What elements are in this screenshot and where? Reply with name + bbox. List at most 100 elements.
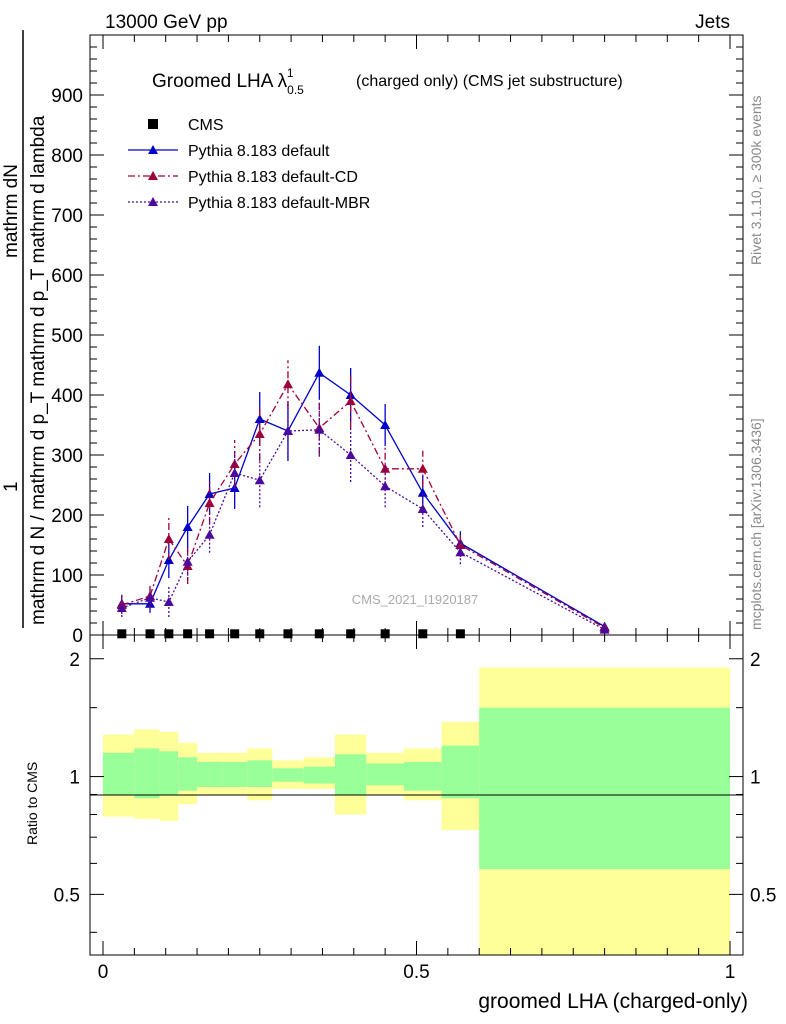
y-tick-label: 100	[51, 566, 83, 587]
legend-label: Pythia 8.183 default-CD	[188, 169, 358, 186]
ratio-y-tick-label: 1	[69, 768, 80, 789]
cms-point	[230, 629, 240, 639]
ratio-green-band	[134, 748, 160, 799]
cms-point	[380, 629, 390, 639]
title-sup: 1	[287, 66, 294, 80]
ratio-green-band	[334, 754, 367, 795]
ratio-green-band	[366, 763, 404, 786]
ratio-green-band	[479, 707, 730, 870]
legend-label: CMS	[188, 117, 224, 134]
series-point	[314, 367, 325, 377]
ylabel-top: mathrm dN	[1, 164, 22, 258]
ratio-y-tick-label: 0.5	[54, 885, 80, 906]
series-point	[417, 487, 428, 497]
mcplots-label: mcplots.cern.ch [arXiv:1306.3436]	[748, 418, 764, 630]
series-point	[455, 547, 466, 557]
cms-point	[283, 629, 293, 639]
y-tick-label: 300	[51, 446, 83, 467]
legend-marker	[148, 119, 158, 129]
series-point	[345, 450, 356, 459]
series-line	[121, 429, 605, 631]
legend-marker	[148, 197, 158, 206]
cms-point	[183, 629, 193, 639]
ratio-y-label: Ratio to CMS	[24, 762, 40, 845]
ratio-y-tick-label-right: 2	[750, 650, 761, 671]
ratio-ticks: 0.5 0.5 1 1 2 2 0 0.5 1	[54, 635, 776, 983]
legend-item: CMS	[148, 117, 224, 134]
x-tick-label: 0.5	[403, 962, 429, 983]
title-main: Groomed LHA λ	[152, 71, 288, 92]
series-point	[182, 556, 193, 566]
ratio-y-tick-label-right: 1	[750, 768, 761, 789]
series-point	[380, 463, 391, 473]
series-line	[121, 382, 605, 629]
y-tick-label: 900	[51, 86, 83, 107]
series-point	[204, 529, 215, 539]
y-tick-label: 0	[72, 626, 83, 647]
ratio-green-band	[159, 751, 179, 795]
series-pythia-8-183-default	[116, 345, 610, 631]
main-y-ticks: 0 100 200 300 400 500 600 700 800 900	[51, 35, 743, 647]
series-cms	[117, 629, 465, 639]
cms-point	[455, 629, 465, 639]
legend-item: Pythia 8.183 default-CD	[128, 169, 358, 186]
y-tick-label: 700	[51, 206, 83, 227]
header-right: Jets	[695, 12, 730, 33]
ratio-green-band	[441, 745, 480, 799]
x-tick-label: 1	[725, 962, 736, 983]
series-point	[455, 540, 466, 549]
series-point	[417, 504, 428, 513]
y-tick-label: 400	[51, 386, 83, 407]
cms-point	[164, 629, 174, 639]
y-tick-label: 500	[51, 326, 83, 347]
series-point	[345, 396, 356, 405]
y-tick-label: 200	[51, 506, 83, 527]
ratio-y-tick-label: 2	[69, 650, 80, 671]
cms-point	[314, 629, 324, 639]
series-line	[121, 371, 605, 628]
cms-point	[145, 629, 155, 639]
ratio-y-tick-label-right: 0.5	[750, 885, 776, 906]
legend: CMS Pythia 8.183 default Pythia 8.183 defa…	[128, 117, 370, 212]
x-axis-label: groomed LHA (charged-only)	[478, 990, 748, 1013]
header-left: 13000 GeV pp	[105, 12, 228, 33]
cms-point	[205, 629, 215, 639]
cms-point	[418, 629, 428, 639]
y-tick-label: 600	[51, 266, 83, 287]
watermark: CMS_2021_I1920187	[352, 592, 479, 607]
series-point	[116, 603, 127, 612]
title-rest: (charged only) (CMS jet substructure)	[356, 73, 623, 90]
ratio-green-band	[403, 761, 442, 791]
ratio-green-band	[272, 768, 304, 782]
legend-label: Pythia 8.183 default	[188, 143, 330, 160]
series-point	[599, 624, 610, 634]
cms-point	[117, 629, 127, 639]
series-pythia-8-183-default-mbr	[116, 402, 610, 634]
main-panel: 0 100 200 300 400 500 600 700 800 900 CMS_2021_I1…	[1, 30, 744, 647]
series-point	[380, 481, 391, 491]
ratio-green-band	[247, 760, 273, 788]
legend-item: Pythia 8.183 default-MBR	[128, 195, 370, 212]
legend-marker	[148, 171, 158, 180]
legend-item: Pythia 8.183 default	[128, 143, 330, 160]
ratio-green-band	[197, 761, 223, 788]
rivet-label: Rivet 3.1.10, ≥ 300k events	[748, 95, 764, 265]
title-sub: 0.5	[287, 83, 304, 97]
series-point	[380, 420, 391, 429]
ratio-frame	[89, 634, 744, 956]
ratio-green-band	[103, 752, 135, 795]
main-y-label: 1 mathrm dN mathrm d N / mathrm d p_T ma…	[1, 30, 49, 628]
series-point	[254, 429, 265, 438]
series-point	[163, 534, 174, 543]
cms-point	[255, 629, 265, 639]
series-point	[182, 522, 193, 531]
x-tick-label: 0	[98, 962, 109, 983]
series-point	[229, 468, 240, 477]
series-point	[145, 592, 156, 602]
main-series	[116, 345, 610, 639]
series-point	[204, 498, 215, 507]
ylabel-denom: mathrm d N / mathrm d p_T mathrm d p_T m…	[28, 115, 49, 625]
series-point	[163, 597, 174, 606]
ratio-green-band	[303, 766, 335, 784]
